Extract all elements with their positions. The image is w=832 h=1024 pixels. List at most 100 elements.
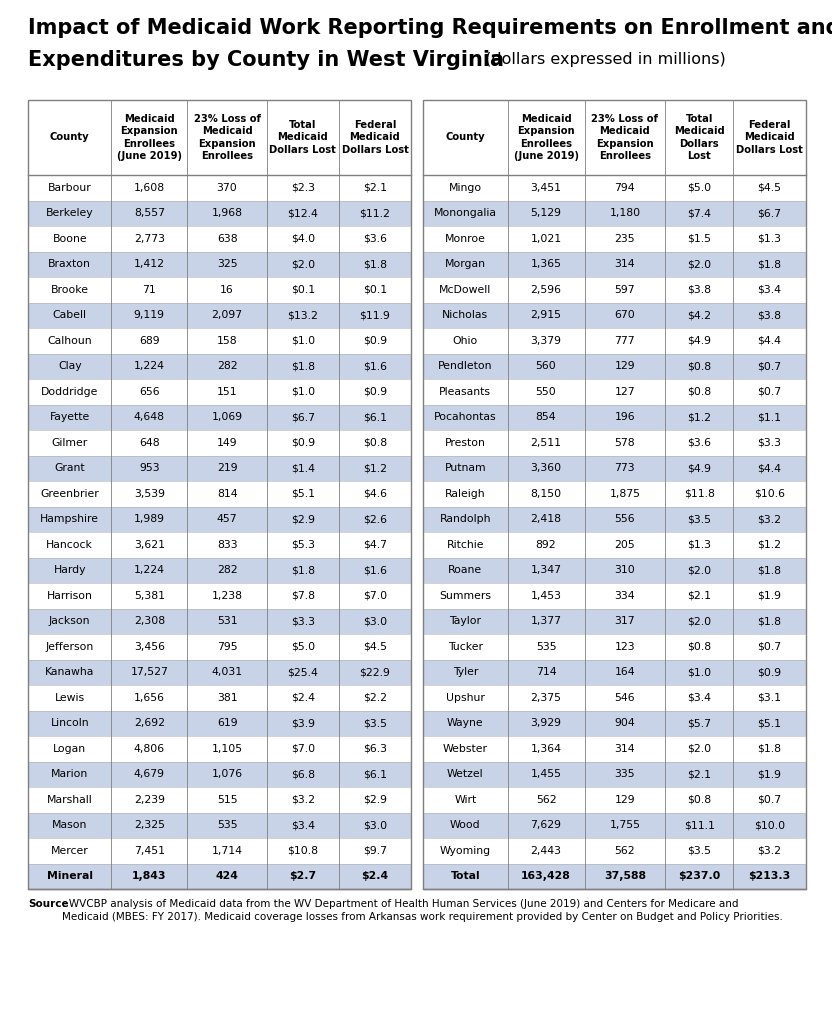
- Text: 833: 833: [217, 540, 237, 550]
- Text: $2.1: $2.1: [363, 182, 387, 193]
- Text: $2.4: $2.4: [291, 693, 315, 702]
- Text: 335: 335: [615, 769, 635, 779]
- Text: $1.0: $1.0: [291, 336, 315, 346]
- Text: Cabell: Cabell: [52, 310, 87, 321]
- Text: 3,379: 3,379: [531, 336, 562, 346]
- Bar: [423, 557, 806, 583]
- Text: Wetzel: Wetzel: [447, 769, 483, 779]
- Text: $2.0: $2.0: [687, 616, 711, 627]
- Text: 1,455: 1,455: [531, 769, 562, 779]
- Bar: [423, 583, 806, 608]
- Text: 3,539: 3,539: [134, 488, 165, 499]
- Text: $2.9: $2.9: [291, 514, 315, 524]
- Bar: [423, 532, 806, 557]
- Bar: [423, 762, 806, 787]
- Text: Berkeley: Berkeley: [46, 208, 93, 218]
- Bar: [28, 456, 411, 481]
- Text: $2.4: $2.4: [361, 871, 389, 882]
- Bar: [28, 583, 411, 608]
- Text: $4.6: $4.6: [363, 488, 387, 499]
- Text: 4,679: 4,679: [134, 769, 165, 779]
- Text: 219: 219: [217, 463, 237, 473]
- Text: Medicaid
Expansion
Enrollees
(June 2019): Medicaid Expansion Enrollees (June 2019): [513, 114, 578, 161]
- Text: Mercer: Mercer: [51, 846, 88, 856]
- Bar: [423, 481, 806, 507]
- Text: $6.1: $6.1: [363, 769, 387, 779]
- Text: $3.3: $3.3: [291, 616, 315, 627]
- Text: $7.4: $7.4: [687, 208, 711, 218]
- Bar: [423, 201, 806, 226]
- Text: $0.9: $0.9: [757, 668, 781, 677]
- Text: Preston: Preston: [445, 437, 486, 447]
- Text: $6.1: $6.1: [363, 413, 387, 422]
- Text: 196: 196: [615, 413, 635, 422]
- Text: 656: 656: [139, 387, 160, 396]
- Text: Logan: Logan: [53, 743, 87, 754]
- Bar: [423, 328, 806, 353]
- Bar: [423, 302, 806, 328]
- Text: 1,875: 1,875: [609, 488, 641, 499]
- Text: Randolph: Randolph: [439, 514, 491, 524]
- Text: 904: 904: [615, 718, 636, 728]
- Text: $2.1: $2.1: [687, 769, 711, 779]
- Text: 2,418: 2,418: [531, 514, 562, 524]
- Text: Taylor: Taylor: [449, 616, 481, 627]
- Bar: [423, 812, 806, 838]
- Bar: [28, 252, 411, 278]
- Text: $0.8: $0.8: [687, 642, 711, 651]
- Text: $4.9: $4.9: [687, 336, 711, 346]
- Text: 282: 282: [217, 565, 237, 575]
- Text: 2,692: 2,692: [134, 718, 165, 728]
- Text: Impact of Medicaid Work Reporting Requirements on Enrollment and: Impact of Medicaid Work Reporting Requir…: [28, 18, 832, 38]
- Text: Expenditures by County in West Virginia: Expenditures by County in West Virginia: [28, 50, 504, 70]
- Text: 129: 129: [615, 795, 635, 805]
- Text: 1,069: 1,069: [211, 413, 243, 422]
- Bar: [28, 302, 411, 328]
- Text: 648: 648: [139, 437, 160, 447]
- Text: 1,843: 1,843: [132, 871, 166, 882]
- Text: Wood: Wood: [450, 820, 481, 830]
- Text: 334: 334: [615, 591, 635, 601]
- Text: $1.8: $1.8: [363, 259, 387, 269]
- Text: 714: 714: [536, 668, 557, 677]
- Text: $1.8: $1.8: [291, 565, 315, 575]
- Text: 2,773: 2,773: [134, 233, 165, 244]
- Text: $3.5: $3.5: [687, 514, 711, 524]
- Text: 535: 535: [217, 820, 237, 830]
- Text: 9,119: 9,119: [134, 310, 165, 321]
- Text: Doddridge: Doddridge: [41, 387, 98, 396]
- Text: 317: 317: [615, 616, 635, 627]
- Text: $3.0: $3.0: [363, 616, 387, 627]
- Bar: [28, 100, 411, 175]
- Text: $10.8: $10.8: [287, 846, 319, 856]
- Text: 689: 689: [139, 336, 160, 346]
- Text: 4,031: 4,031: [211, 668, 243, 677]
- Text: 773: 773: [615, 463, 635, 473]
- Text: Brooke: Brooke: [51, 285, 89, 295]
- Bar: [423, 278, 806, 302]
- Bar: [423, 100, 806, 175]
- Text: 562: 562: [536, 795, 557, 805]
- Text: Morgan: Morgan: [445, 259, 486, 269]
- Bar: [423, 430, 806, 456]
- Text: 531: 531: [217, 616, 237, 627]
- Text: $1.4: $1.4: [291, 463, 315, 473]
- Text: 1,412: 1,412: [134, 259, 165, 269]
- Text: 310: 310: [615, 565, 636, 575]
- Text: $1.9: $1.9: [757, 769, 781, 779]
- Text: 2,511: 2,511: [531, 437, 562, 447]
- Text: $1.8: $1.8: [757, 616, 781, 627]
- Bar: [28, 100, 411, 889]
- Text: County: County: [445, 132, 485, 142]
- Text: 3,929: 3,929: [531, 718, 562, 728]
- Text: 5,129: 5,129: [531, 208, 562, 218]
- Text: 1,755: 1,755: [609, 820, 641, 830]
- Text: Fayette: Fayette: [50, 413, 90, 422]
- Text: 515: 515: [217, 795, 237, 805]
- Text: 37,588: 37,588: [604, 871, 646, 882]
- Text: $2.2: $2.2: [363, 693, 387, 702]
- Text: $10.0: $10.0: [754, 820, 785, 830]
- Bar: [423, 608, 806, 634]
- Text: Mason: Mason: [52, 820, 87, 830]
- Bar: [423, 226, 806, 252]
